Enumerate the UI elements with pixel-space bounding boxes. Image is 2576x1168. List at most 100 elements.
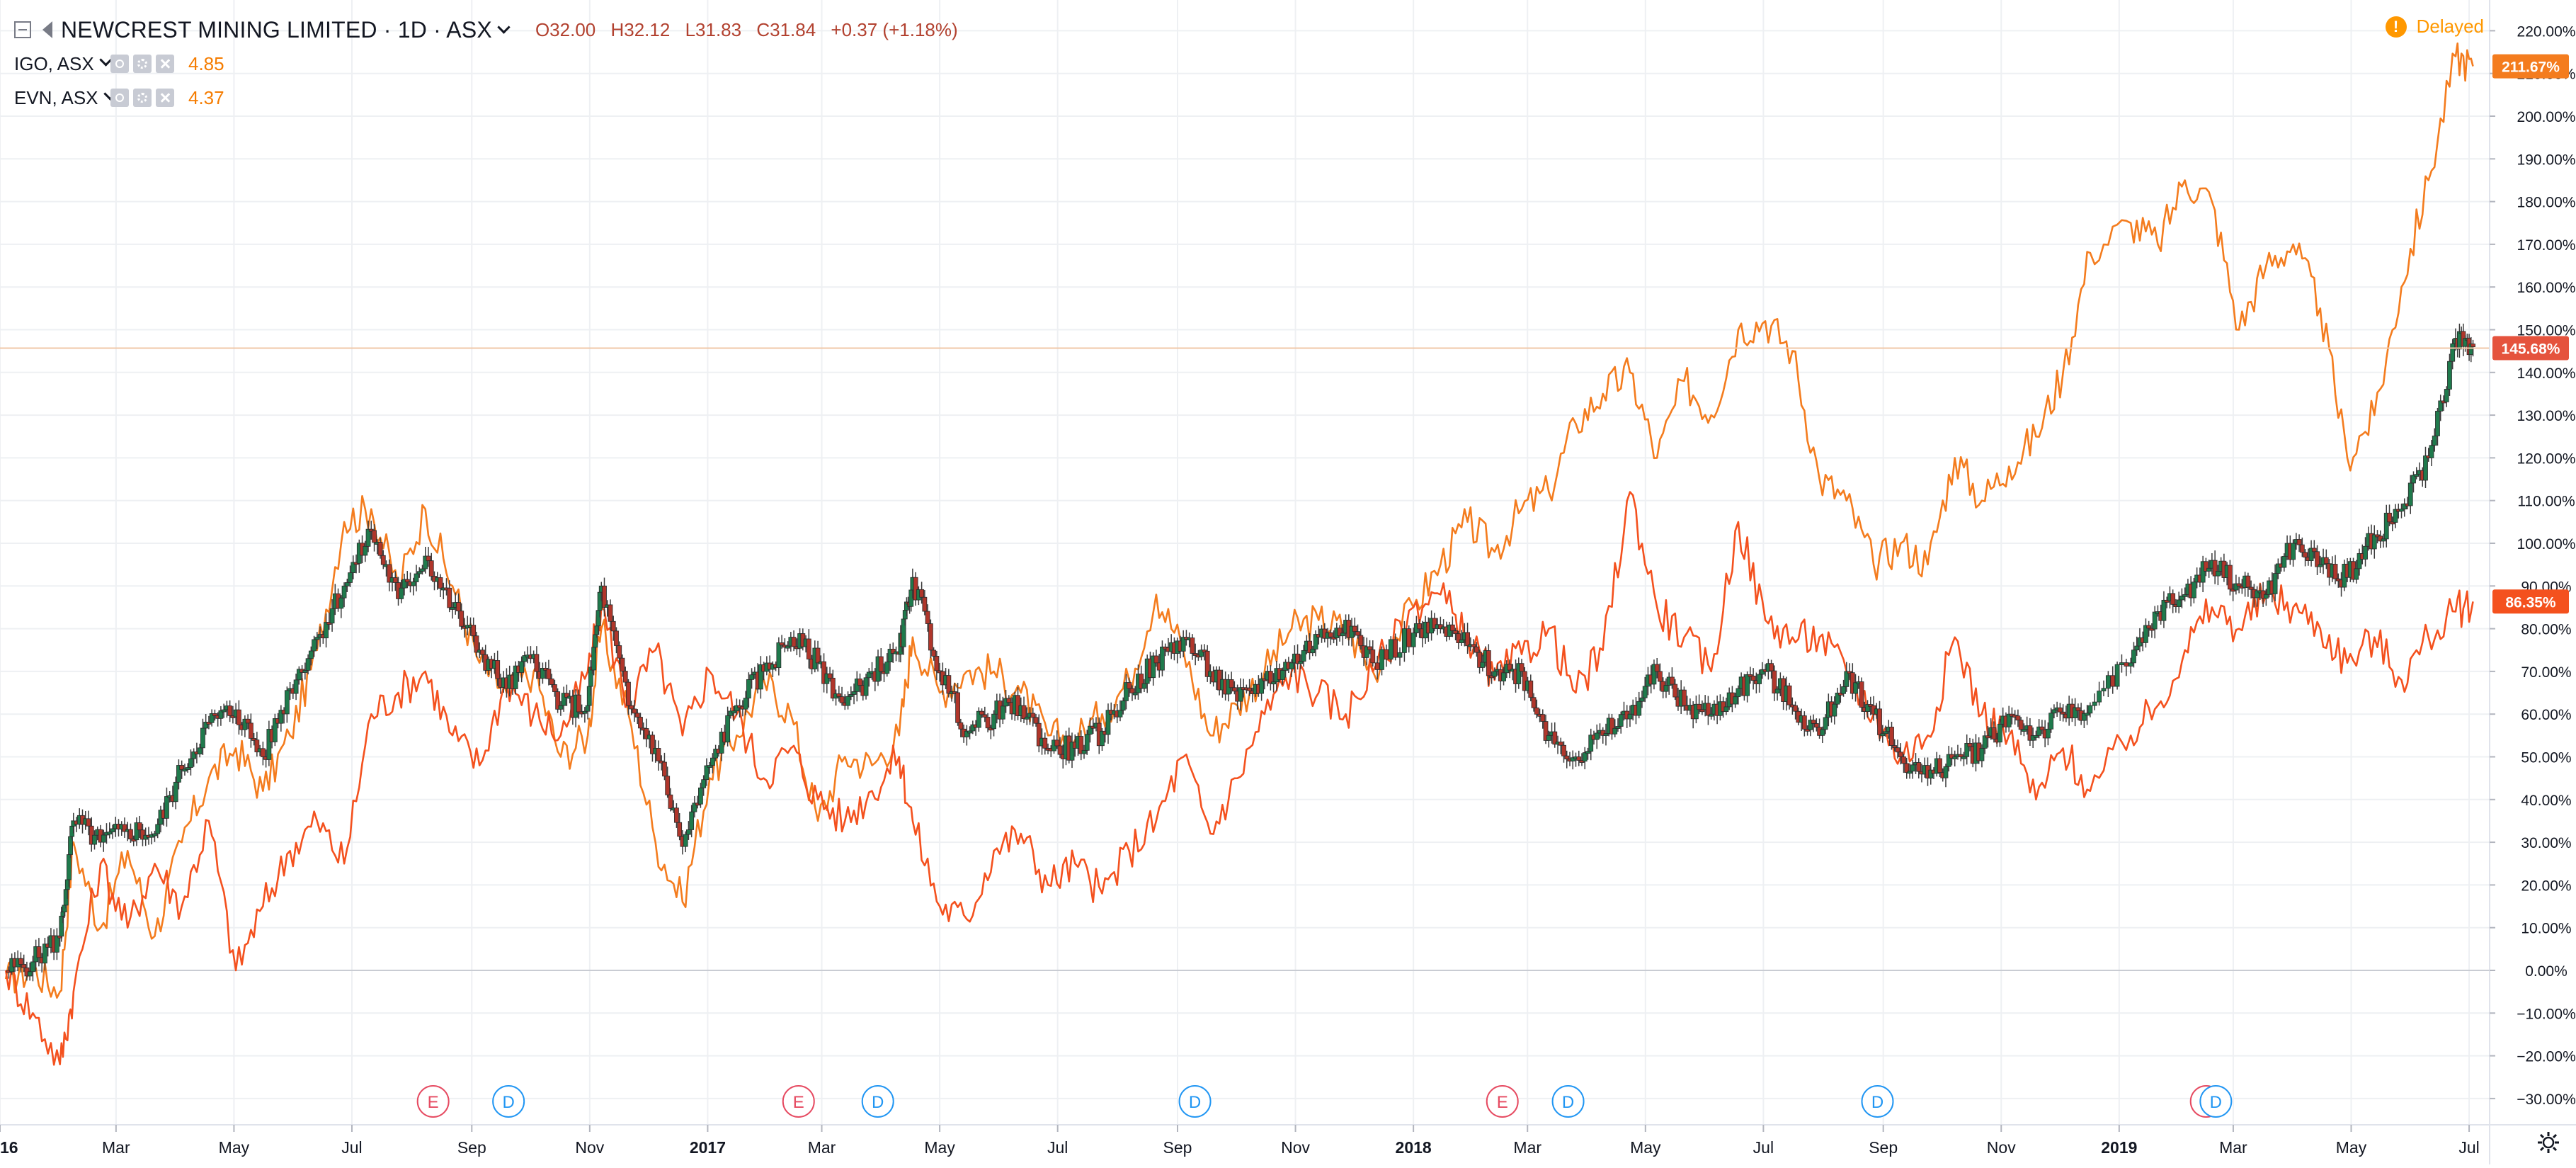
- candle-body: [324, 622, 329, 639]
- candle-body: [438, 577, 443, 589]
- candle-body: [749, 674, 755, 680]
- candle-body: [2146, 625, 2152, 629]
- candle-body: [254, 739, 260, 753]
- collapse-icon[interactable]: [14, 21, 31, 38]
- candle-body: [985, 717, 991, 729]
- last-value-labels: 211.67% 145.68% 86.35%: [2492, 54, 2569, 614]
- eye-icon[interactable]: [110, 89, 129, 107]
- settings-gear-icon[interactable]: [2536, 1130, 2560, 1155]
- candle-body: [1745, 674, 1750, 696]
- candle-body: [821, 661, 826, 684]
- candle-body: [92, 834, 97, 845]
- candle-body: [1658, 671, 1663, 682]
- y-tick-label: 170.00%: [2517, 237, 2576, 254]
- x-tick-label: May: [1630, 1138, 1661, 1157]
- candle-body: [1100, 730, 1105, 747]
- candle-body: [1841, 686, 1846, 694]
- comparison-label[interactable]: IGO, ASX: [14, 47, 113, 81]
- candle-body: [2233, 583, 2239, 591]
- candle-body: [824, 673, 830, 684]
- candle-body: [110, 828, 115, 832]
- flag-icon[interactable]: [42, 21, 52, 38]
- candle-body: [1757, 674, 1762, 684]
- candle-body: [1340, 633, 1345, 637]
- candle-body: [107, 832, 113, 834]
- candle-body: [2311, 548, 2317, 552]
- candle-body: [272, 718, 278, 742]
- comparison-label[interactable]: EVN, ASX: [14, 81, 117, 115]
- candle-body: [608, 604, 613, 622]
- gear-icon[interactable]: [133, 89, 152, 107]
- candle-body: [546, 669, 552, 679]
- candle-body: [1465, 632, 1470, 647]
- last-value-label: 211.67%: [2502, 59, 2560, 76]
- candle-body: [2204, 561, 2209, 572]
- delayed-indicator[interactable]: ! Delayed: [2385, 16, 2484, 38]
- candle-body: [1352, 625, 1357, 633]
- candle-body: [426, 555, 431, 562]
- candle-body: [1358, 635, 1364, 647]
- candle-body: [1259, 678, 1265, 694]
- candle-body: [758, 664, 763, 690]
- candle-body: [2045, 728, 2051, 739]
- candle-body: [919, 589, 925, 598]
- candle-body: [1379, 649, 1384, 670]
- series-line-evn: [4, 491, 2474, 1066]
- candle-body: [1835, 692, 1840, 705]
- candle-body: [1937, 758, 1942, 773]
- candle-body: [1639, 697, 1645, 702]
- candle-body: [629, 705, 634, 710]
- candle-body: [200, 727, 205, 749]
- candle-body: [2200, 561, 2206, 583]
- candle-body: [878, 656, 884, 672]
- candle-body: [2036, 726, 2042, 736]
- candle-body: [296, 669, 302, 681]
- candle-body: [423, 555, 428, 569]
- candle-body: [137, 822, 142, 831]
- candle-body: [2332, 564, 2338, 579]
- candle-body: [2164, 599, 2170, 603]
- x-tick-label: 2016: [0, 1138, 18, 1157]
- x-tick-label: May: [924, 1138, 955, 1157]
- candle-body: [1471, 644, 1476, 647]
- candle-body: [1793, 705, 1798, 712]
- delayed-label: Delayed: [2416, 16, 2484, 37]
- candle-body: [1180, 637, 1186, 652]
- candle-body: [1642, 686, 1648, 698]
- candle-body: [2444, 389, 2449, 402]
- candle-body: [236, 709, 241, 725]
- eye-icon[interactable]: [110, 55, 129, 73]
- candle-body: [2275, 563, 2281, 574]
- close-icon[interactable]: [156, 89, 174, 107]
- candle-body: [1964, 743, 1970, 757]
- last-value-badge: [2492, 54, 2569, 79]
- candle-body: [1401, 628, 1407, 653]
- candle-body: [1374, 662, 1380, 670]
- candle-body: [2390, 521, 2395, 525]
- close-icon[interactable]: [156, 55, 174, 73]
- candle-body: [2447, 361, 2452, 390]
- candle-body: [2438, 400, 2444, 412]
- chevron-down-icon[interactable]: [497, 20, 511, 34]
- candle-body: [1229, 679, 1234, 688]
- candle-body: [1916, 762, 1922, 772]
- candle-body: [2354, 568, 2359, 580]
- candle-body: [1694, 703, 1699, 720]
- candle-body: [513, 665, 518, 689]
- gear-icon[interactable]: [133, 55, 152, 73]
- x-tick-label: Mar: [102, 1138, 130, 1157]
- candle-body: [1030, 713, 1036, 718]
- y-tick-label: −10.00%: [2517, 1006, 2576, 1022]
- candle-body: [293, 679, 299, 694]
- candle-body: [1231, 687, 1237, 692]
- candle-body: [140, 829, 145, 840]
- x-tick-label: Mar: [1513, 1138, 1541, 1157]
- x-axis: 2016 Mar May Jul Sep Nov 2017 Mar May Jul Sep Nov 20…: [0, 1125, 2480, 1157]
- candle-body: [2323, 557, 2329, 565]
- candle-body: [1682, 689, 1687, 706]
- symbol-title[interactable]: NEWCREST MINING LIMITED · 1D · ASX: [61, 17, 492, 42]
- candle-body: [1310, 649, 1316, 654]
- candle-body: [1709, 713, 1714, 717]
